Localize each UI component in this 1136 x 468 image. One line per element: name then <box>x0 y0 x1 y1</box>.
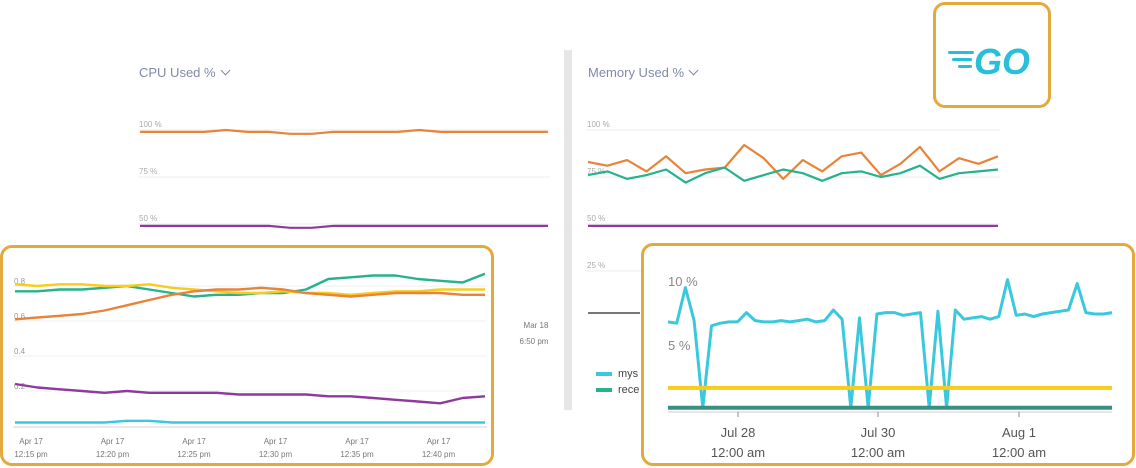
x-tick-label: 12:20 pm <box>96 450 130 459</box>
series-line <box>140 224 548 229</box>
x-tick-label: Jul 30 <box>861 425 896 440</box>
series-line <box>15 419 485 424</box>
y-tick-label: 50 % <box>587 214 605 223</box>
go-logo-card: GO <box>933 2 1051 108</box>
x-tick-label: 12:15 pm <box>14 450 48 459</box>
go-logo-speed-line <box>948 51 974 54</box>
legend-item[interactable]: rece <box>596 382 639 398</box>
y-tick-label: 0.2 <box>14 382 26 391</box>
x-tick-label: 12:40 pm <box>422 450 456 459</box>
go-logo: GO <box>948 41 1030 82</box>
x-tick-label: Jul 28 <box>721 425 756 440</box>
y-tick-label: 75 % <box>139 167 157 176</box>
y-tick-label: 0.8 <box>14 277 26 286</box>
y-tick-label: 0.6 <box>14 312 26 321</box>
series-line <box>14 286 485 321</box>
x-tick-label: Apr 17 <box>427 437 451 446</box>
y-tick-label: 100 % <box>139 120 162 129</box>
legend-swatch <box>596 372 612 376</box>
panel-divider <box>564 50 572 410</box>
cpu-detail-card: 0.8 0.6 0.4 0.2 Apr 17 12:15 pm Apr 17 12:20 pm… <box>0 245 494 466</box>
x-tick-label: 12:00 am <box>992 445 1046 460</box>
series-line <box>14 382 486 405</box>
x-tick-label: Apr 17 <box>182 437 206 446</box>
series-line <box>14 283 485 296</box>
x-tick-label: 12:30 pm <box>259 450 293 459</box>
chevron-down-icon[interactable] <box>220 65 231 76</box>
series-line <box>587 143 999 181</box>
cpu-detail-chart: 0.8 0.6 0.4 0.2 Apr 17 12:15 pm Apr 17 12:20 pm… <box>13 272 487 459</box>
x-tick-label: 12:00 am <box>851 445 905 460</box>
series-line <box>667 278 1113 410</box>
memory-detail-chart: 10 % 5 % Jul 28 12:00 am Jul 30 12:00 am Aug 1… <box>667 274 1113 460</box>
x-tick-label: 12:25 pm <box>177 450 211 459</box>
y-tick-label: 75 % <box>587 167 605 176</box>
cpu-chart: 100 % 75 % 50 % Mar 18 6:50 pm <box>138 120 550 346</box>
x-tick-label: Aug 1 <box>1002 425 1036 440</box>
x-tick-label: Apr 17 <box>19 437 43 446</box>
cpu-panel-title-label: CPU Used % <box>139 65 216 80</box>
y-tick-label: 0.4 <box>14 347 26 356</box>
x-tick-label: 12:35 pm <box>340 450 374 459</box>
legend-label: mys <box>618 368 639 380</box>
y-tick-label: 5 % <box>668 338 691 353</box>
go-logo-text: GO <box>974 41 1030 82</box>
memory-detail-card: 10 % 5 % Jul 28 12:00 am Jul 30 12:00 am Aug 1… <box>641 243 1135 466</box>
legend-label: rece <box>618 384 640 396</box>
memory-panel-title-label: Memory Used % <box>588 65 685 80</box>
go-logo-speed-line <box>952 58 972 61</box>
series-line <box>140 128 548 135</box>
x-tick-label: 6:50 pm <box>520 337 549 346</box>
y-tick-label: 100 % <box>587 120 610 129</box>
y-tick-label: 50 % <box>139 214 157 223</box>
memory-legend: mys rece <box>596 366 639 398</box>
go-logo-speed-line <box>958 65 972 68</box>
y-tick-label: 10 % <box>668 274 698 289</box>
legend-swatch <box>596 388 612 392</box>
cpu-panel-title[interactable]: CPU Used % <box>139 65 231 80</box>
memory-panel-title[interactable]: Memory Used % <box>588 65 699 80</box>
x-tick-label: Apr 17 <box>264 437 288 446</box>
x-tick-label: Apr 17 <box>345 437 369 446</box>
x-tick-label: Apr 17 <box>101 437 125 446</box>
x-tick-label: 12:00 am <box>711 445 765 460</box>
series-line <box>587 164 999 184</box>
x-tick-label: Mar 18 <box>524 321 549 330</box>
chevron-down-icon[interactable] <box>688 65 699 76</box>
legend-item[interactable]: mys <box>596 366 639 382</box>
y-tick-label: 25 % <box>587 261 605 270</box>
